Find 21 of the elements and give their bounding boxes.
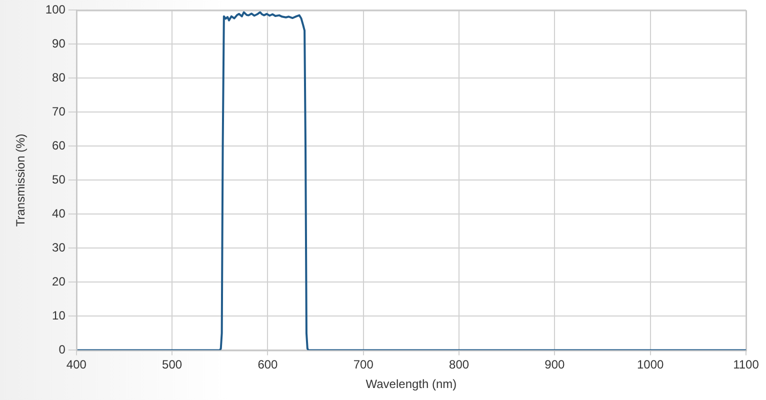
y-axis-title: Transmission (%) bbox=[14, 134, 28, 227]
y-tick-label: 80 bbox=[52, 70, 66, 85]
x-tick-label: 700 bbox=[353, 358, 374, 372]
x-tick-label: 500 bbox=[162, 358, 182, 372]
y-tick-label: 0 bbox=[58, 342, 66, 357]
y-tick-label: 40 bbox=[52, 206, 66, 221]
y-tick-label: 100 bbox=[45, 2, 66, 17]
y-tick-label: 50 bbox=[52, 172, 66, 187]
x-tick-label: 600 bbox=[258, 358, 278, 372]
x-tick-label: 800 bbox=[449, 358, 470, 372]
x-tick-label: 400 bbox=[66, 358, 87, 372]
y-tick-label: 90 bbox=[52, 36, 66, 51]
x-tick-label: 1000 bbox=[636, 358, 664, 372]
x-axis-title: Wavelength (nm) bbox=[366, 377, 457, 392]
y-tick-label: 10 bbox=[52, 308, 66, 323]
y-tick-label: 60 bbox=[52, 138, 66, 153]
x-tick-label: 1100 bbox=[733, 358, 760, 372]
y-tick-label: 30 bbox=[52, 240, 66, 255]
x-tick-label: 900 bbox=[544, 358, 566, 372]
y-tick-label: 70 bbox=[52, 104, 66, 119]
y-tick-label: 20 bbox=[52, 274, 66, 289]
